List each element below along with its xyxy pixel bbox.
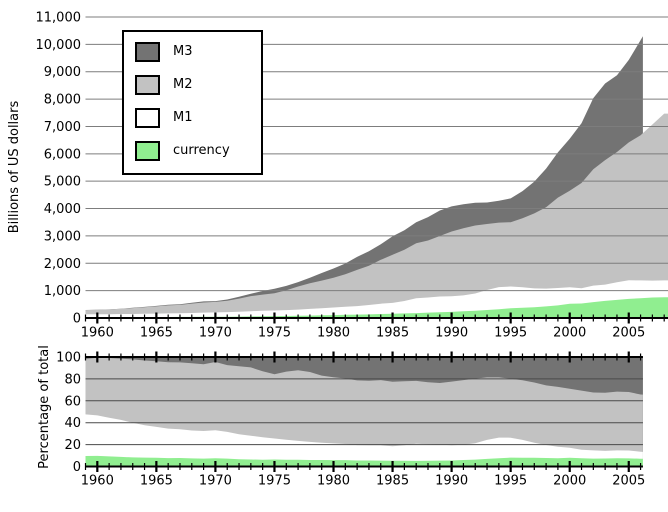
bottom-x-tick-label: 1970 [199, 474, 232, 489]
currency-area-bottom [85, 455, 643, 467]
bottom-panel: 1960 1965 1970 1975 1980 1985 1990 1995 2000 2005… [56, 351, 645, 489]
bottom-x-tick-label: 1985 [376, 474, 409, 489]
legend-item-m2: M2 [135, 75, 261, 95]
top-y-tick-label: 3,000 [44, 229, 81, 244]
bottom-y-tick-label: 40 [64, 416, 81, 431]
top-y-tick-label: 8,000 [44, 93, 81, 108]
top-panel: 1960 1965 1970 1975 1980 1985 1990 1995 2000 2005… [36, 11, 668, 341]
top-y-tick-label: 5,000 [44, 175, 81, 190]
top-x-tick-label: 1975 [258, 326, 291, 341]
currency-area-top [85, 297, 668, 318]
top-y-tick-label: 6,000 [44, 147, 81, 162]
m1-legend-label: M1 [173, 110, 193, 125]
bottom-y-tick-label: 80 [64, 372, 81, 387]
bottom-x-tick-label: 1980 [317, 474, 350, 489]
top-y-tick-label: 9,000 [44, 65, 81, 80]
top-x-tick-label: 2005 [612, 326, 645, 341]
m1-area-bottom [85, 414, 643, 467]
legend-item-m1: M1 [135, 108, 261, 128]
top-x-tick-label: 1970 [199, 326, 232, 341]
bottom-x-tick-label: 1965 [140, 474, 173, 489]
legend-item-m3: M3 [135, 42, 261, 62]
bottom-y-tick-label: 20 [64, 438, 81, 453]
top-y-tick-label: 4,000 [44, 202, 81, 217]
top-x-tick-label: 1960 [81, 326, 114, 341]
top-x-tick-label: 1965 [140, 326, 173, 341]
bottom-y-tick-label: 60 [64, 394, 81, 409]
bottom-y-axis-title: Percentage of total [37, 345, 52, 469]
m2-swatch [135, 75, 160, 95]
bottom-x-tick-label: 2000 [553, 474, 586, 489]
top-y-tick-label: 7,000 [44, 120, 81, 135]
top-y-tick-label: 10,000 [36, 38, 82, 53]
m2-area-top [85, 113, 668, 318]
top-x-tick-label: 1980 [317, 326, 350, 341]
bottom-x-tick-label: 1975 [258, 474, 291, 489]
top-y-axis-title: Billions of US dollars [7, 100, 22, 234]
bottom-x-tick-label: 2005 [612, 474, 645, 489]
top-y-tick-label: 1,000 [44, 284, 81, 299]
bottom-y-tick-label: 0 [73, 460, 81, 475]
bottom-x-tick-label: 1995 [494, 474, 527, 489]
bottom-x-tick-label: 1990 [435, 474, 468, 489]
bottom-y-tick-label: 100 [56, 351, 81, 366]
top-y-tick-label: 0 [73, 312, 81, 327]
top-x-tick-label: 1990 [435, 326, 468, 341]
m2-legend-label: M2 [173, 77, 193, 92]
top-x-tick-label: 1985 [376, 326, 409, 341]
top-x-tick-label: 2000 [553, 326, 586, 341]
legend: M3 M2 M1 currency [122, 30, 263, 175]
currency-swatch [135, 141, 160, 161]
m3-legend-label: M3 [173, 44, 193, 59]
top-y-tick-label: 11,000 [36, 11, 82, 26]
top-y-tick-label: 2,000 [44, 257, 81, 272]
m3-swatch [135, 42, 160, 62]
legend-item-currency: currency [135, 141, 261, 161]
top-x-tick-label: 1995 [494, 326, 527, 341]
currency-legend-label: currency [173, 143, 230, 158]
m1-swatch [135, 108, 160, 128]
bottom-x-tick-label: 1960 [81, 474, 114, 489]
